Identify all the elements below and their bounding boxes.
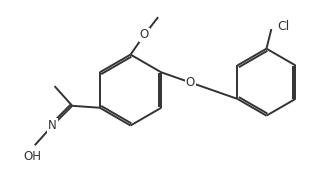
Text: OH: OH [24,150,42,163]
Text: O: O [186,76,195,89]
Text: Cl: Cl [277,19,290,33]
Text: O: O [140,28,149,41]
Text: N: N [48,119,57,132]
